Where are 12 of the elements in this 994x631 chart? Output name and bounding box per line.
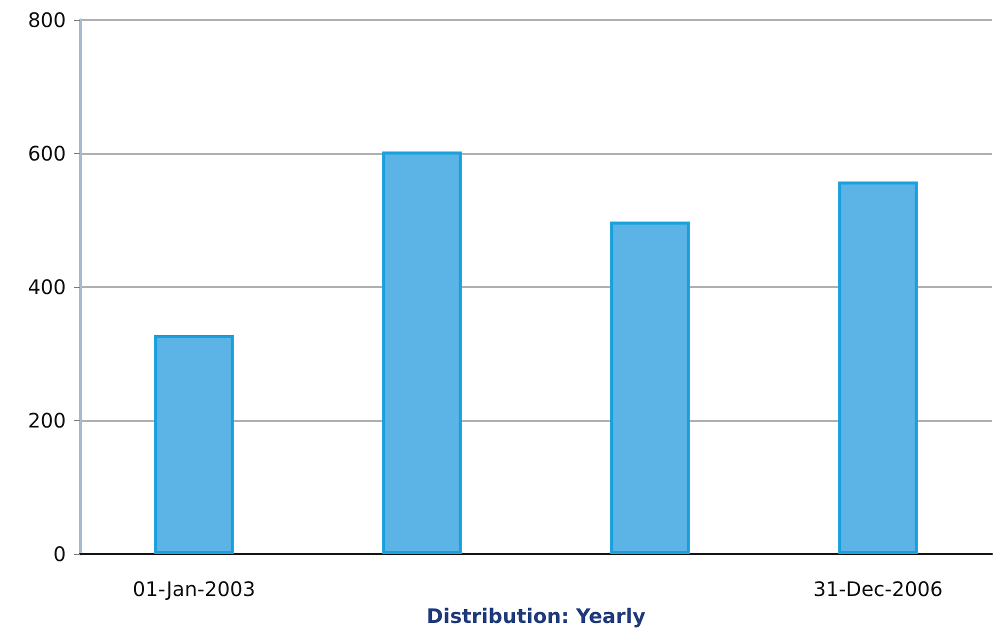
x-tick-label: 31-Dec-2006 — [813, 577, 943, 601]
y-tick-label: 600 — [28, 142, 66, 166]
x-axis-title: Distribution: Yearly — [426, 604, 646, 628]
x-tick-label: 01-Jan-2003 — [132, 577, 256, 601]
y-tick-label: 0 — [53, 542, 66, 566]
y-tick-label: 400 — [28, 275, 66, 299]
bar — [610, 222, 690, 554]
bar — [838, 182, 918, 554]
bar — [382, 152, 462, 554]
bar — [154, 335, 234, 554]
y-tick-label: 200 — [28, 408, 66, 432]
y-tick-label: 800 — [28, 8, 66, 32]
